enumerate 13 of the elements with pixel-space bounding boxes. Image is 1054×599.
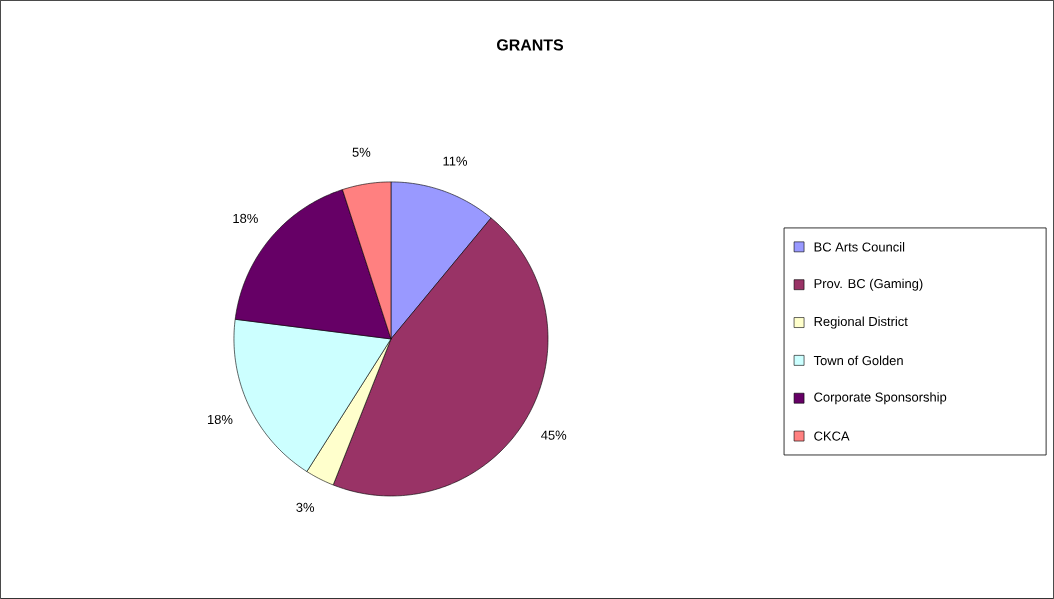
data-label: 5%	[352, 147, 371, 157]
data-label: 18%	[207, 414, 233, 425]
data-label: 3%	[296, 502, 315, 513]
legend-label: Corporate Sponsorship	[814, 392, 947, 405]
legend-label: CKCA	[814, 431, 850, 441]
legend-label: Regional District	[814, 316, 908, 329]
chart-title: GRANTS	[497, 39, 564, 51]
data-label: 18%	[233, 213, 258, 224]
data-label: 45%	[541, 430, 567, 440]
data-label: 11%	[443, 156, 468, 166]
legend-label: Prov. BC (Gaming)	[814, 278, 923, 291]
legend-label: BC Arts Council	[814, 242, 905, 252]
legend-label: Town of Golden	[813, 355, 903, 366]
